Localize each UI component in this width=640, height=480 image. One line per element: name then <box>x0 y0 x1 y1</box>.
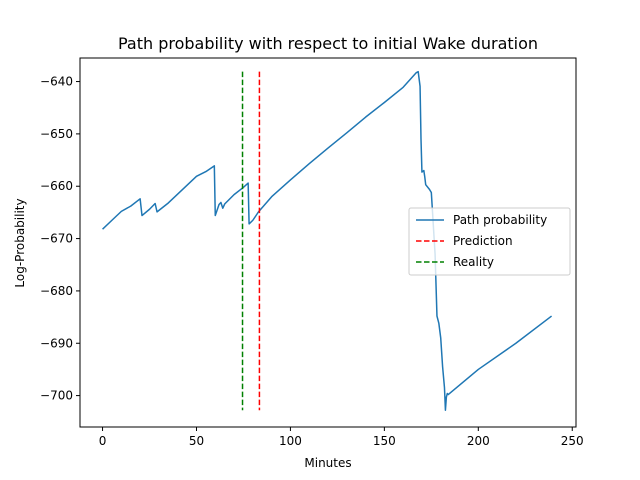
legend-label: Prediction <box>453 234 513 248</box>
y-tick-label: −640 <box>40 75 73 89</box>
chart-title: Path probability with respect to initial… <box>118 34 538 53</box>
y-tick-label: −650 <box>40 127 73 141</box>
x-tick-label: 0 <box>99 434 107 448</box>
x-tick-label: 250 <box>561 434 584 448</box>
y-tick-label: −690 <box>40 336 73 350</box>
x-axis-label: Minutes <box>304 456 351 470</box>
x-tick-label: 150 <box>373 434 396 448</box>
x-tick-label: 50 <box>189 434 204 448</box>
y-axis-ticks: −700 −690 −680 −670 −660 −650 −640 <box>40 75 80 403</box>
legend-label: Path probability <box>453 213 547 227</box>
y-tick-label: −670 <box>40 232 73 246</box>
x-tick-label: 200 <box>467 434 490 448</box>
legend: Path probability Prediction Reality <box>408 207 571 276</box>
x-tick-label: 100 <box>279 434 302 448</box>
plot-frame <box>79 57 577 428</box>
y-axis-label: Log-Probability <box>13 198 27 287</box>
legend-box <box>408 207 571 276</box>
y-tick-label: −680 <box>40 284 73 298</box>
series-line-path-probability <box>102 70 553 411</box>
y-tick-label: −660 <box>40 179 73 193</box>
y-tick-label: −700 <box>40 389 73 403</box>
x-axis-ticks: 0 50 100 150 200 250 <box>99 427 584 448</box>
legend-label: Reality <box>453 255 494 269</box>
